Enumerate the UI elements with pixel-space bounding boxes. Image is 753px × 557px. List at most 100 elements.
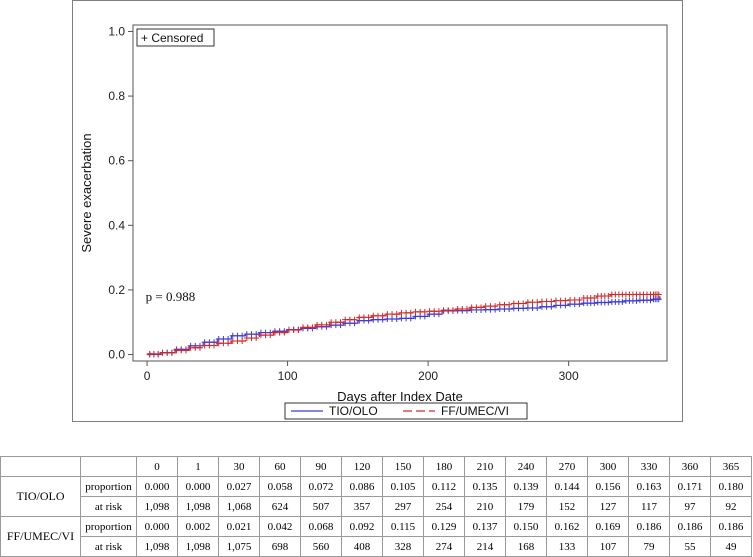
risk-table-cell: 0.169	[587, 516, 629, 537]
risk-table-cell: 1,068	[218, 496, 260, 517]
y-axis-label: Severe exacerbation	[79, 133, 94, 252]
risk-table-cell: 254	[423, 496, 465, 517]
risk-table-cell: 1,075	[218, 536, 260, 557]
risk-table-cell: 127	[587, 496, 629, 517]
risk-table-cell: 0.129	[423, 516, 465, 537]
risk-table-cell: 133	[546, 536, 588, 557]
risk-table-cell: 0.144	[546, 476, 588, 497]
censor-mark	[365, 314, 372, 321]
censor-mark	[435, 308, 442, 315]
censor-mark	[225, 340, 232, 347]
row-metric-label: at risk	[80, 496, 137, 517]
risk-table-cell: 0.180	[710, 476, 752, 497]
risk-table-cell: 97	[669, 496, 711, 517]
risk-table-cell: 117	[628, 496, 670, 517]
risk-table-cell: 79	[628, 536, 670, 557]
risk-table-cell: 214	[464, 536, 506, 557]
censor-mark	[591, 300, 598, 307]
risk-table-cell: 0.072	[300, 476, 342, 497]
x-tick-label: 300	[559, 369, 579, 383]
censor-mark	[534, 305, 541, 312]
censor-mark	[309, 324, 316, 331]
censor-mark	[463, 305, 470, 312]
risk-table-cell: 0.058	[259, 476, 301, 497]
risk-table-row: FF/UMEC/VI proportion 0.000 0.002 0.021 0.042…	[0, 516, 752, 557]
blank-cell	[80, 456, 137, 477]
censor-mark	[407, 315, 414, 322]
group-label: TIO/OLO	[0, 476, 81, 517]
risk-table-cell: 0.092	[341, 516, 383, 537]
risk-table-cell: 0.156	[587, 476, 629, 497]
censor-mark	[562, 297, 569, 304]
risk-table-cell: 49	[710, 536, 752, 557]
censor-mark	[633, 297, 640, 304]
km-figure: 0.0 0.2 0.4 0.6 0.8 1.0 0 100 200 300 Days after I…	[72, 0, 683, 422]
risk-table-cell: 507	[300, 496, 342, 517]
risk-table-row: at risk 1,098 1,098 1,075 698 560 408 328 274 214…	[1, 536, 752, 557]
x-axis-label: Days after Index Date	[337, 389, 463, 404]
risk-table-cell: 357	[341, 496, 383, 517]
censor-mark	[155, 350, 162, 357]
y-tick-label: 0.2	[108, 283, 125, 297]
censor-mark	[337, 319, 344, 326]
risk-table-cell: 0.000	[177, 476, 219, 497]
risk-table-cell: 1,098	[136, 496, 178, 517]
timepoint-header: 90	[300, 456, 342, 477]
timepoint-header: 120	[341, 456, 383, 477]
timepoint-header: 150	[382, 456, 424, 477]
censor-mark	[591, 295, 598, 301]
censor-mark	[576, 296, 583, 303]
risk-table-cell: 624	[259, 496, 301, 517]
censor-mark	[351, 316, 358, 323]
risk-table-cell: 0.135	[464, 476, 506, 497]
timepoint-header: 210	[464, 456, 506, 477]
censor-mark	[534, 299, 541, 306]
risk-table-cell: 0.002	[177, 516, 219, 537]
timepoint-header: 0	[136, 456, 178, 477]
risk-table-cell: 168	[505, 536, 547, 557]
timepoint-header: 330	[628, 456, 670, 477]
x-tick-label: 200	[418, 369, 438, 383]
risk-table-cell: 92	[710, 496, 752, 517]
risk-table-cell: 0.186	[669, 516, 711, 537]
risk-table-cell: 328	[382, 536, 424, 557]
censor-mark	[520, 300, 527, 307]
y-tick-label: 1.0	[108, 24, 125, 38]
censor-mark	[492, 303, 499, 310]
risk-table-cell: 0.027	[218, 476, 260, 497]
risk-table-cell: 0.000	[136, 516, 178, 537]
blank-cell	[0, 456, 81, 477]
timepoint-header: 180	[423, 456, 465, 477]
censor-mark	[393, 311, 400, 318]
timepoint-header: 30	[218, 456, 260, 477]
risk-table-cell: 0.163	[628, 476, 670, 497]
risk-table-cell: 0.186	[710, 516, 752, 537]
censor-mark	[295, 326, 302, 333]
y-tick-label: 0.4	[108, 218, 125, 232]
risk-table-cell: 0.139	[505, 476, 547, 497]
risk-table-row: TIO/OLO proportion 0.000 0.000 0.027 0.058 0.0…	[0, 476, 752, 517]
y-tick-label: 0.6	[108, 154, 125, 168]
censor-mark	[253, 335, 260, 342]
timepoint-header: 300	[587, 456, 629, 477]
risk-table-cell: 107	[587, 536, 629, 557]
risk-table-cell: 1,098	[177, 496, 219, 517]
censor-mark	[421, 308, 428, 315]
censor-mark	[478, 304, 485, 311]
censor-mark	[647, 297, 654, 304]
risk-table: 0 1 30 60 90 120 150 180 210 240 270 300 330 360 365 TI…	[0, 456, 752, 557]
risk-table-cell: 0.137	[464, 516, 506, 537]
censor-mark	[605, 299, 612, 306]
row-metric-label: proportion	[80, 476, 137, 497]
timepoint-header: 60	[259, 456, 301, 477]
risk-table-cell: 297	[382, 496, 424, 517]
risk-table-cell: 0.171	[669, 476, 711, 497]
risk-table-cell: 1,098	[177, 536, 219, 557]
risk-table-cell: 0.021	[218, 516, 260, 537]
censor-mark	[323, 321, 330, 328]
risk-table-cell: 0.000	[136, 476, 178, 497]
censor-mark	[281, 329, 288, 336]
censor-mark	[239, 337, 246, 344]
risk-table-cell: 0.086	[341, 476, 383, 497]
timepoint-header: 1	[177, 456, 219, 477]
